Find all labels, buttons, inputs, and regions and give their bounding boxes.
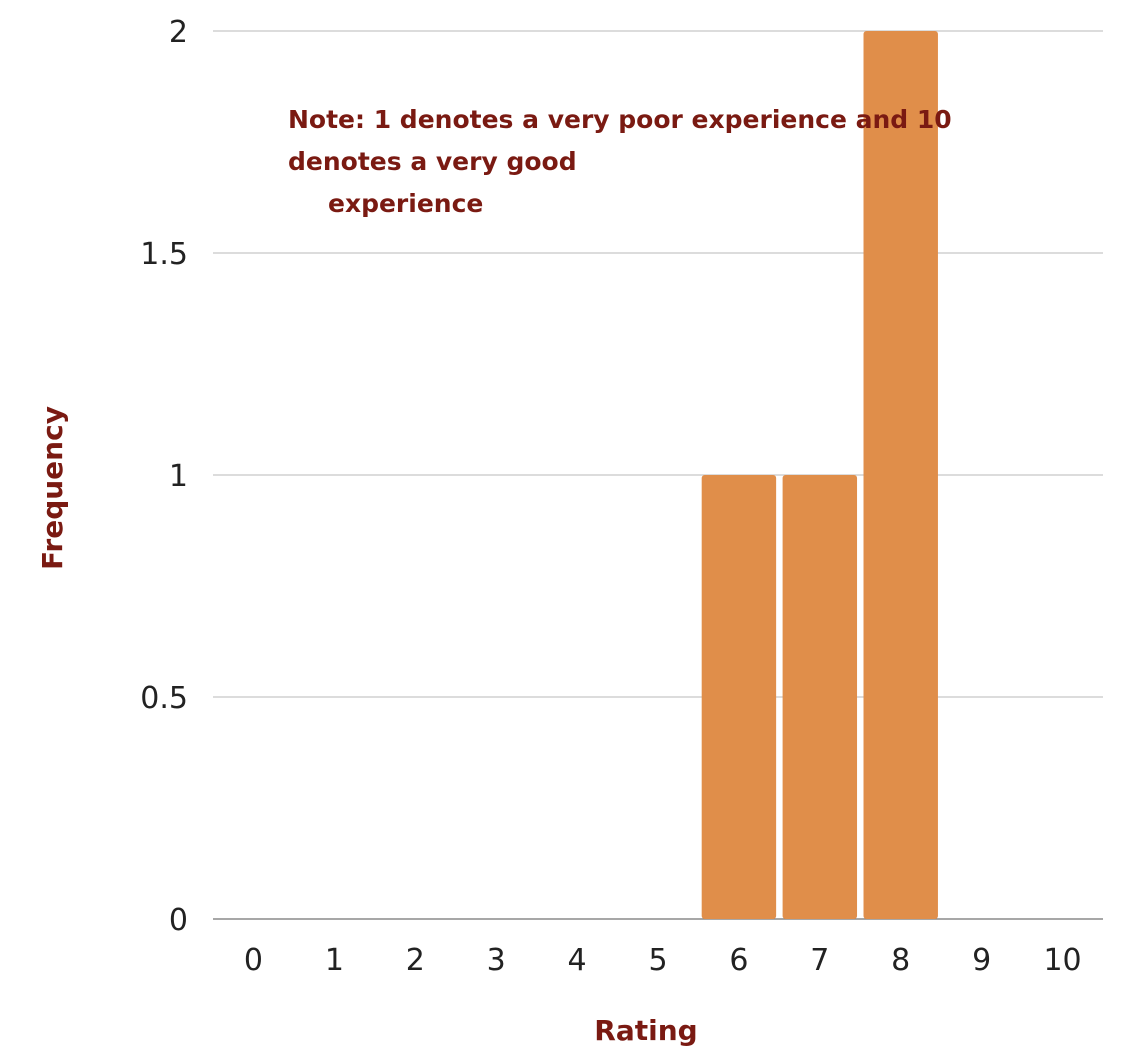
annotation-line-2: denotes a very good — [288, 147, 577, 176]
x-tick-labels: 0 1 2 3 4 5 6 7 8 9 10 — [244, 943, 1082, 978]
y-tick-label: 1 — [169, 459, 188, 494]
y-tick-label: 0.5 — [140, 681, 188, 716]
bar-8 — [863, 31, 938, 919]
bar-7 — [782, 475, 858, 919]
bars — [701, 31, 938, 919]
annotation-line-1: Note: 1 denotes a very poor experience a… — [288, 105, 952, 134]
x-tick-label: 8 — [891, 943, 910, 978]
y-axis-title: Frequency — [36, 406, 69, 570]
x-tick-label: 10 — [1043, 943, 1081, 978]
x-tick-label: 0 — [244, 943, 263, 978]
x-tick-label: 3 — [487, 943, 506, 978]
x-tick-label: 1 — [325, 943, 344, 978]
x-axis-title: Rating — [594, 1014, 697, 1047]
x-tick-label: 7 — [810, 943, 829, 978]
y-tick-label: 0 — [169, 903, 188, 938]
bar-6 — [701, 475, 777, 919]
y-tick-labels: 0 0.5 1 1.5 2 — [140, 15, 188, 938]
y-tick-label: 1.5 — [140, 237, 188, 272]
y-tick-label: 2 — [169, 15, 188, 50]
x-tick-label: 2 — [406, 943, 425, 978]
x-tick-label: 9 — [972, 943, 991, 978]
x-tick-label: 5 — [648, 943, 667, 978]
gridlines — [213, 30, 1103, 920]
x-tick-label: 4 — [568, 943, 587, 978]
annotation-line-3: experience — [328, 189, 483, 218]
x-tick-label: 6 — [729, 943, 748, 978]
